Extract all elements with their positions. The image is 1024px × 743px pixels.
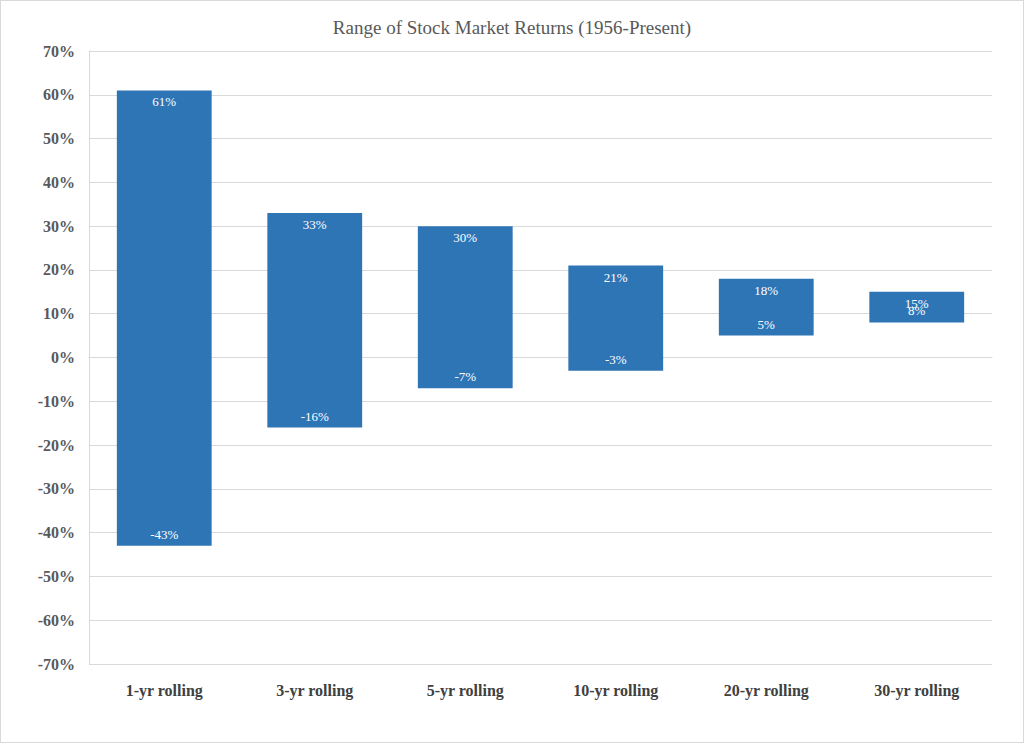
svg-text:-16%: -16% [301, 409, 329, 424]
svg-text:10%: 10% [43, 305, 75, 322]
svg-text:50%: 50% [43, 130, 75, 147]
svg-text:-50%: -50% [38, 568, 75, 585]
svg-text:-70%: -70% [38, 656, 75, 673]
svg-text:-43%: -43% [150, 527, 178, 542]
svg-text:-3%: -3% [605, 352, 627, 367]
svg-text:33%: 33% [303, 217, 327, 232]
svg-text:30%: 30% [453, 230, 477, 245]
svg-text:10-yr rolling: 10-yr rolling [573, 682, 658, 700]
svg-text:-7%: -7% [454, 369, 476, 384]
svg-text:30%: 30% [43, 218, 75, 235]
svg-text:-10%: -10% [38, 393, 75, 410]
svg-text:8%: 8% [908, 303, 926, 318]
svg-text:3-yr rolling: 3-yr rolling [276, 682, 353, 700]
svg-text:60%: 60% [43, 86, 75, 103]
svg-text:-40%: -40% [38, 524, 75, 541]
svg-text:-60%: -60% [38, 612, 75, 629]
svg-text:61%: 61% [152, 94, 176, 109]
svg-text:5-yr rolling: 5-yr rolling [427, 682, 504, 700]
svg-text:5%: 5% [758, 317, 776, 332]
svg-text:40%: 40% [43, 174, 75, 191]
svg-text:70%: 70% [43, 43, 75, 60]
svg-text:18%: 18% [754, 283, 778, 298]
svg-text:20%: 20% [43, 261, 75, 278]
svg-text:21%: 21% [604, 270, 628, 285]
svg-text:0%: 0% [51, 349, 75, 366]
svg-text:1-yr rolling: 1-yr rolling [126, 682, 203, 700]
svg-text:20-yr rolling: 20-yr rolling [724, 682, 809, 700]
svg-text:30-yr rolling: 30-yr rolling [874, 682, 959, 700]
svg-text:-30%: -30% [38, 480, 75, 497]
svg-text:-20%: -20% [38, 437, 75, 454]
svg-text:Range of Stock Market Returns: Range of Stock Market Returns (1956-Pres… [333, 17, 691, 39]
